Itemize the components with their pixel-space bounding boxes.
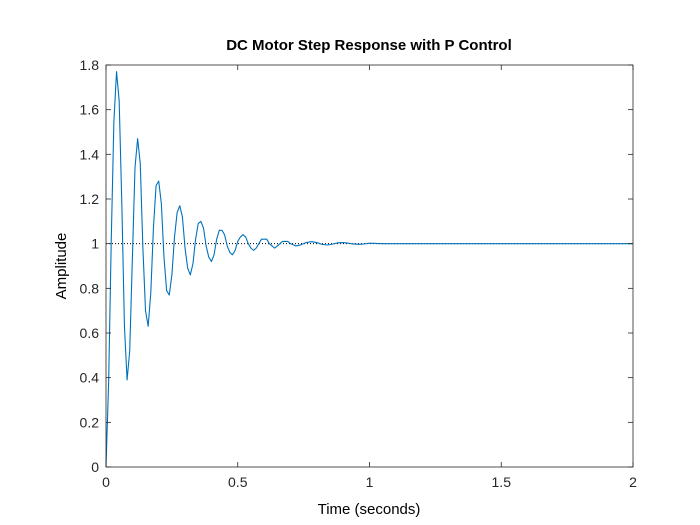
- y-tick-label: 0.6: [80, 325, 100, 341]
- y-tick-label: 1: [91, 236, 99, 252]
- axes: 0 0.5 1 1.5 2 0 0.2 0.4 0.6 0.8 1 1.2 1.4 1.6 1.8: [80, 57, 638, 490]
- plot-area: [105, 65, 633, 468]
- series-line-0: [105, 71, 633, 468]
- chart-title: DC Motor Step Response with P Control: [226, 37, 512, 54]
- x-tick-label: 1.5: [492, 474, 512, 490]
- x-tick-label: 1: [366, 474, 374, 490]
- axes-background: [106, 65, 633, 467]
- y-tick-label: 0.8: [80, 280, 100, 296]
- x-tick-label: 0.5: [228, 474, 248, 490]
- x-tick-label: 2: [629, 474, 637, 490]
- x-axis-label: Time (seconds): [318, 501, 421, 518]
- y-tick-label: 1.2: [80, 191, 100, 207]
- y-tick-label: 1.8: [80, 57, 100, 73]
- y-tick-label: 1.6: [80, 102, 100, 118]
- y-tick-label: 0: [91, 459, 99, 475]
- y-tick-label: 0.4: [80, 370, 100, 386]
- y-tick-label: 0.2: [80, 414, 100, 430]
- y-tick-label: 1.4: [80, 146, 100, 162]
- y-axis-label: Amplitude: [53, 233, 70, 300]
- x-tick-label: 0: [102, 474, 110, 490]
